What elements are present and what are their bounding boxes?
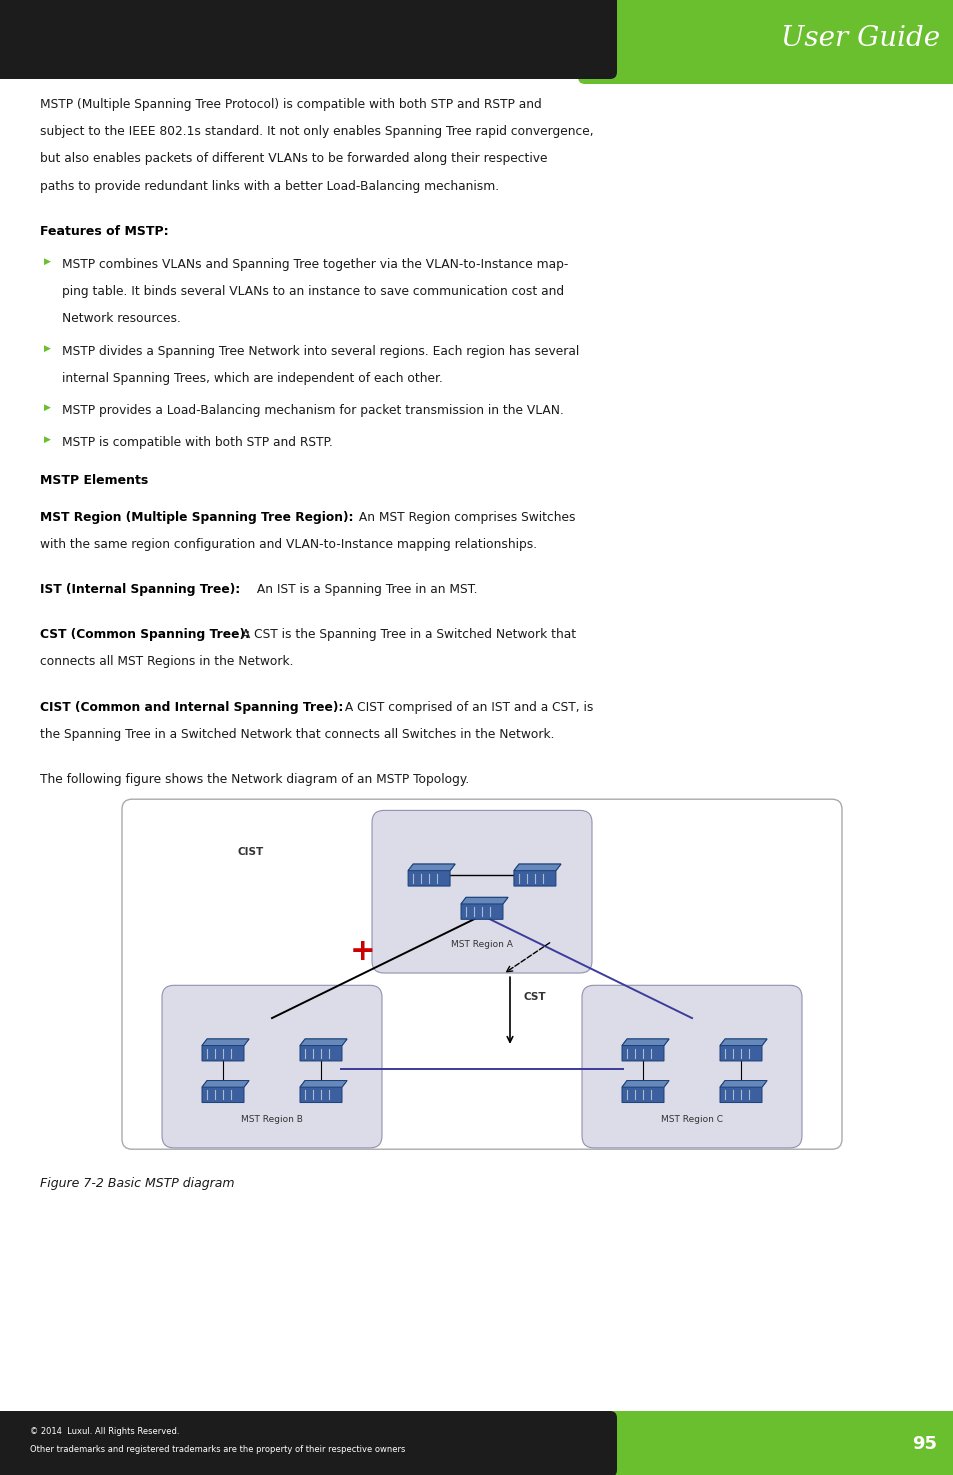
Polygon shape <box>621 1081 668 1087</box>
Text: © 2014  Luxul. All Rights Reserved.: © 2014 Luxul. All Rights Reserved. <box>30 1426 179 1435</box>
Polygon shape <box>460 897 508 919</box>
Polygon shape <box>299 1081 347 1087</box>
Text: MSTP combines VLANs and Spanning Tree together via the VLAN-to-Instance map-: MSTP combines VLANs and Spanning Tree to… <box>62 258 568 271</box>
Text: +: + <box>350 937 375 966</box>
Text: ▶: ▶ <box>44 403 51 412</box>
Text: User Guide: User Guide <box>781 25 939 52</box>
Text: Features of MSTP:: Features of MSTP: <box>40 224 169 237</box>
Polygon shape <box>514 864 560 886</box>
Text: ▶: ▶ <box>44 257 51 266</box>
Text: internal Spanning Trees, which are independent of each other.: internal Spanning Trees, which are indep… <box>62 372 442 385</box>
Text: ▶: ▶ <box>44 344 51 353</box>
Polygon shape <box>299 1038 347 1046</box>
Polygon shape <box>720 1038 766 1061</box>
Text: but also enables packets of different VLANs to be forwarded along their respecti: but also enables packets of different VL… <box>40 152 547 165</box>
Text: MST Region C: MST Region C <box>660 1115 722 1124</box>
Text: paths to provide redundant links with a better Load-Balancing mechanism.: paths to provide redundant links with a … <box>40 180 498 193</box>
Text: with the same region configuration and VLAN-to-Instance mapping relationships.: with the same region configuration and V… <box>40 538 537 550</box>
Text: Figure 7-2 Basic MSTP diagram: Figure 7-2 Basic MSTP diagram <box>40 1177 234 1190</box>
Text: The following figure shows the Network diagram of an MSTP Topology.: The following figure shows the Network d… <box>40 773 469 786</box>
Polygon shape <box>299 1038 347 1061</box>
Text: CIST: CIST <box>237 847 264 857</box>
Text: An IST is a Spanning Tree in an MST.: An IST is a Spanning Tree in an MST. <box>253 583 476 596</box>
FancyBboxPatch shape <box>0 0 617 80</box>
Polygon shape <box>408 864 455 870</box>
Text: MSTP divides a Spanning Tree Network into several regions. Each region has sever: MSTP divides a Spanning Tree Network int… <box>62 345 578 357</box>
Text: MST Region (Multiple Spanning Tree Region):: MST Region (Multiple Spanning Tree Regio… <box>40 510 354 524</box>
FancyBboxPatch shape <box>372 810 592 974</box>
Text: An MST Region comprises Switches: An MST Region comprises Switches <box>355 510 576 524</box>
FancyBboxPatch shape <box>578 1412 953 1475</box>
Text: MST Region B: MST Region B <box>241 1115 303 1124</box>
Text: MSTP (Multiple Spanning Tree Protocol) is compatible with both STP and RSTP and: MSTP (Multiple Spanning Tree Protocol) i… <box>40 97 541 111</box>
Polygon shape <box>408 864 455 886</box>
Text: ping table. It binds several VLANs to an instance to save communication cost and: ping table. It binds several VLANs to an… <box>62 285 563 298</box>
Text: CIST (Common and Internal Spanning Tree):: CIST (Common and Internal Spanning Tree)… <box>40 701 343 714</box>
Text: MSTP provides a Load-Balancing mechanism for packet transmission in the VLAN.: MSTP provides a Load-Balancing mechanism… <box>62 404 563 417</box>
Text: A CIST comprised of an IST and a CST, is: A CIST comprised of an IST and a CST, is <box>340 701 593 714</box>
Text: ▶: ▶ <box>44 435 51 444</box>
Polygon shape <box>720 1038 766 1046</box>
Polygon shape <box>202 1081 249 1102</box>
FancyBboxPatch shape <box>578 0 953 84</box>
Text: IST (Internal Spanning Tree):: IST (Internal Spanning Tree): <box>40 583 240 596</box>
Polygon shape <box>720 1081 766 1102</box>
Polygon shape <box>299 1081 347 1102</box>
Text: CST (Common Spanning Tree):: CST (Common Spanning Tree): <box>40 628 250 642</box>
Text: the Spanning Tree in a Switched Network that connects all Switches in the Networ: the Spanning Tree in a Switched Network … <box>40 727 554 740</box>
FancyBboxPatch shape <box>581 985 801 1148</box>
Text: MST Region A: MST Region A <box>451 940 513 948</box>
Text: subject to the IEEE 802.1s standard. It not only enables Spanning Tree rapid con: subject to the IEEE 802.1s standard. It … <box>40 125 593 139</box>
Polygon shape <box>202 1081 249 1087</box>
Text: MSTP is compatible with both STP and RSTP.: MSTP is compatible with both STP and RST… <box>62 437 333 450</box>
FancyBboxPatch shape <box>122 799 841 1149</box>
Polygon shape <box>202 1038 249 1046</box>
Text: CST: CST <box>523 993 546 1003</box>
FancyBboxPatch shape <box>0 1412 617 1475</box>
Polygon shape <box>621 1038 668 1061</box>
Polygon shape <box>460 897 508 904</box>
Text: Other trademarks and registered trademarks are the property of their respective : Other trademarks and registered trademar… <box>30 1446 405 1454</box>
Polygon shape <box>202 1038 249 1061</box>
Polygon shape <box>720 1081 766 1087</box>
Text: 95: 95 <box>911 1435 937 1453</box>
Polygon shape <box>621 1038 668 1046</box>
Text: MSTP Elements: MSTP Elements <box>40 475 148 487</box>
Text: A CST is the Spanning Tree in a Switched Network that: A CST is the Spanning Tree in a Switched… <box>237 628 576 642</box>
Polygon shape <box>514 864 560 870</box>
Polygon shape <box>621 1081 668 1102</box>
Text: connects all MST Regions in the Network.: connects all MST Regions in the Network. <box>40 655 294 668</box>
FancyBboxPatch shape <box>162 985 381 1148</box>
Text: Network resources.: Network resources. <box>62 313 181 326</box>
